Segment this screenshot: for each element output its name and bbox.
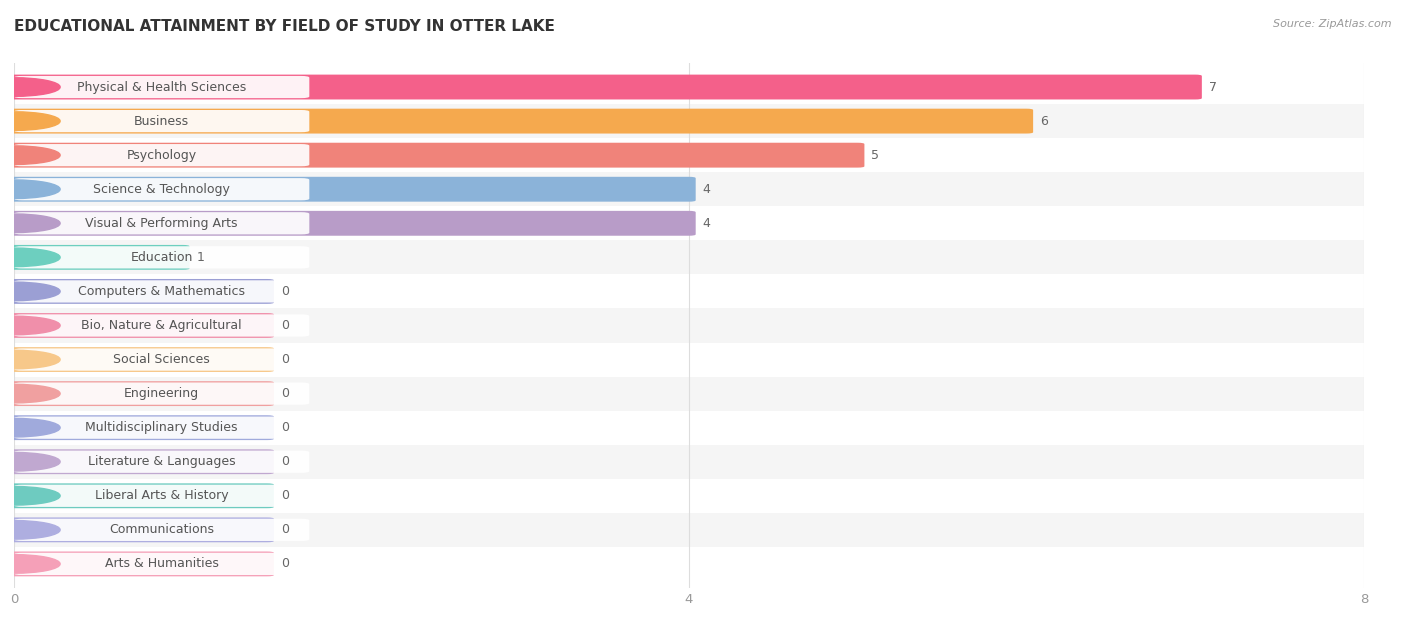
FancyBboxPatch shape bbox=[7, 245, 190, 270]
Circle shape bbox=[0, 180, 60, 198]
Circle shape bbox=[0, 78, 60, 96]
FancyBboxPatch shape bbox=[14, 308, 1364, 343]
Text: 0: 0 bbox=[281, 489, 288, 502]
Text: 1: 1 bbox=[197, 251, 204, 264]
FancyBboxPatch shape bbox=[14, 547, 1364, 581]
Circle shape bbox=[0, 316, 60, 335]
Text: Multidisciplinary Studies: Multidisciplinary Studies bbox=[86, 421, 238, 434]
Circle shape bbox=[0, 384, 60, 403]
Circle shape bbox=[0, 487, 60, 505]
Text: Business: Business bbox=[134, 114, 190, 128]
Text: 0: 0 bbox=[281, 319, 288, 332]
FancyBboxPatch shape bbox=[14, 172, 1364, 206]
Circle shape bbox=[0, 418, 60, 437]
FancyBboxPatch shape bbox=[14, 377, 1364, 411]
FancyBboxPatch shape bbox=[7, 109, 1033, 133]
FancyBboxPatch shape bbox=[14, 314, 309, 337]
Circle shape bbox=[0, 146, 60, 164]
Text: 7: 7 bbox=[1209, 80, 1216, 94]
Text: 0: 0 bbox=[281, 353, 288, 366]
Circle shape bbox=[0, 248, 60, 267]
FancyBboxPatch shape bbox=[14, 212, 309, 234]
Text: Liberal Arts & History: Liberal Arts & History bbox=[94, 489, 229, 502]
Circle shape bbox=[0, 214, 60, 233]
Circle shape bbox=[0, 112, 60, 130]
FancyBboxPatch shape bbox=[14, 76, 309, 98]
Text: 0: 0 bbox=[281, 285, 288, 298]
FancyBboxPatch shape bbox=[14, 274, 1364, 308]
Text: Communications: Communications bbox=[110, 523, 214, 537]
FancyBboxPatch shape bbox=[14, 416, 309, 439]
FancyBboxPatch shape bbox=[7, 518, 274, 542]
FancyBboxPatch shape bbox=[14, 281, 309, 303]
FancyBboxPatch shape bbox=[14, 178, 309, 200]
FancyBboxPatch shape bbox=[7, 483, 274, 508]
Text: Education: Education bbox=[131, 251, 193, 264]
FancyBboxPatch shape bbox=[14, 411, 1364, 445]
FancyBboxPatch shape bbox=[7, 347, 274, 372]
Text: Social Sciences: Social Sciences bbox=[114, 353, 209, 366]
Circle shape bbox=[0, 521, 60, 539]
Text: 0: 0 bbox=[281, 455, 288, 468]
FancyBboxPatch shape bbox=[14, 138, 1364, 172]
FancyBboxPatch shape bbox=[7, 415, 274, 440]
FancyBboxPatch shape bbox=[7, 75, 1202, 99]
Text: 0: 0 bbox=[281, 421, 288, 434]
FancyBboxPatch shape bbox=[14, 485, 309, 507]
FancyBboxPatch shape bbox=[14, 246, 309, 269]
FancyBboxPatch shape bbox=[14, 70, 1364, 104]
Text: 6: 6 bbox=[1040, 114, 1047, 128]
Text: Science & Technology: Science & Technology bbox=[93, 183, 231, 196]
Text: Psychology: Psychology bbox=[127, 149, 197, 162]
Circle shape bbox=[0, 555, 60, 573]
FancyBboxPatch shape bbox=[14, 479, 1364, 513]
Circle shape bbox=[0, 282, 60, 301]
Circle shape bbox=[0, 350, 60, 369]
Text: Computers & Mathematics: Computers & Mathematics bbox=[79, 285, 245, 298]
FancyBboxPatch shape bbox=[7, 552, 274, 576]
FancyBboxPatch shape bbox=[7, 449, 274, 474]
FancyBboxPatch shape bbox=[14, 445, 1364, 479]
Text: 4: 4 bbox=[703, 183, 710, 196]
Text: 5: 5 bbox=[872, 149, 879, 162]
Text: Engineering: Engineering bbox=[124, 387, 200, 400]
FancyBboxPatch shape bbox=[7, 279, 274, 304]
FancyBboxPatch shape bbox=[7, 381, 274, 406]
FancyBboxPatch shape bbox=[14, 519, 309, 541]
Text: Visual & Performing Arts: Visual & Performing Arts bbox=[86, 217, 238, 230]
Text: Physical & Health Sciences: Physical & Health Sciences bbox=[77, 80, 246, 94]
Text: 0: 0 bbox=[281, 387, 288, 400]
FancyBboxPatch shape bbox=[14, 110, 309, 132]
FancyBboxPatch shape bbox=[14, 553, 309, 575]
Text: Literature & Languages: Literature & Languages bbox=[89, 455, 235, 468]
FancyBboxPatch shape bbox=[14, 240, 1364, 274]
Text: Source: ZipAtlas.com: Source: ZipAtlas.com bbox=[1274, 19, 1392, 29]
Text: 0: 0 bbox=[281, 523, 288, 537]
Circle shape bbox=[0, 453, 60, 471]
FancyBboxPatch shape bbox=[14, 206, 1364, 240]
FancyBboxPatch shape bbox=[7, 211, 696, 236]
FancyBboxPatch shape bbox=[14, 513, 1364, 547]
Text: 0: 0 bbox=[281, 557, 288, 571]
Text: Bio, Nature & Agricultural: Bio, Nature & Agricultural bbox=[82, 319, 242, 332]
Text: 4: 4 bbox=[703, 217, 710, 230]
Text: EDUCATIONAL ATTAINMENT BY FIELD OF STUDY IN OTTER LAKE: EDUCATIONAL ATTAINMENT BY FIELD OF STUDY… bbox=[14, 19, 555, 34]
Text: Arts & Humanities: Arts & Humanities bbox=[105, 557, 218, 571]
FancyBboxPatch shape bbox=[7, 143, 865, 167]
FancyBboxPatch shape bbox=[14, 451, 309, 473]
FancyBboxPatch shape bbox=[7, 313, 274, 338]
FancyBboxPatch shape bbox=[7, 177, 696, 202]
FancyBboxPatch shape bbox=[14, 104, 1364, 138]
FancyBboxPatch shape bbox=[14, 382, 309, 404]
FancyBboxPatch shape bbox=[14, 343, 1364, 377]
FancyBboxPatch shape bbox=[14, 348, 309, 370]
FancyBboxPatch shape bbox=[14, 144, 309, 166]
